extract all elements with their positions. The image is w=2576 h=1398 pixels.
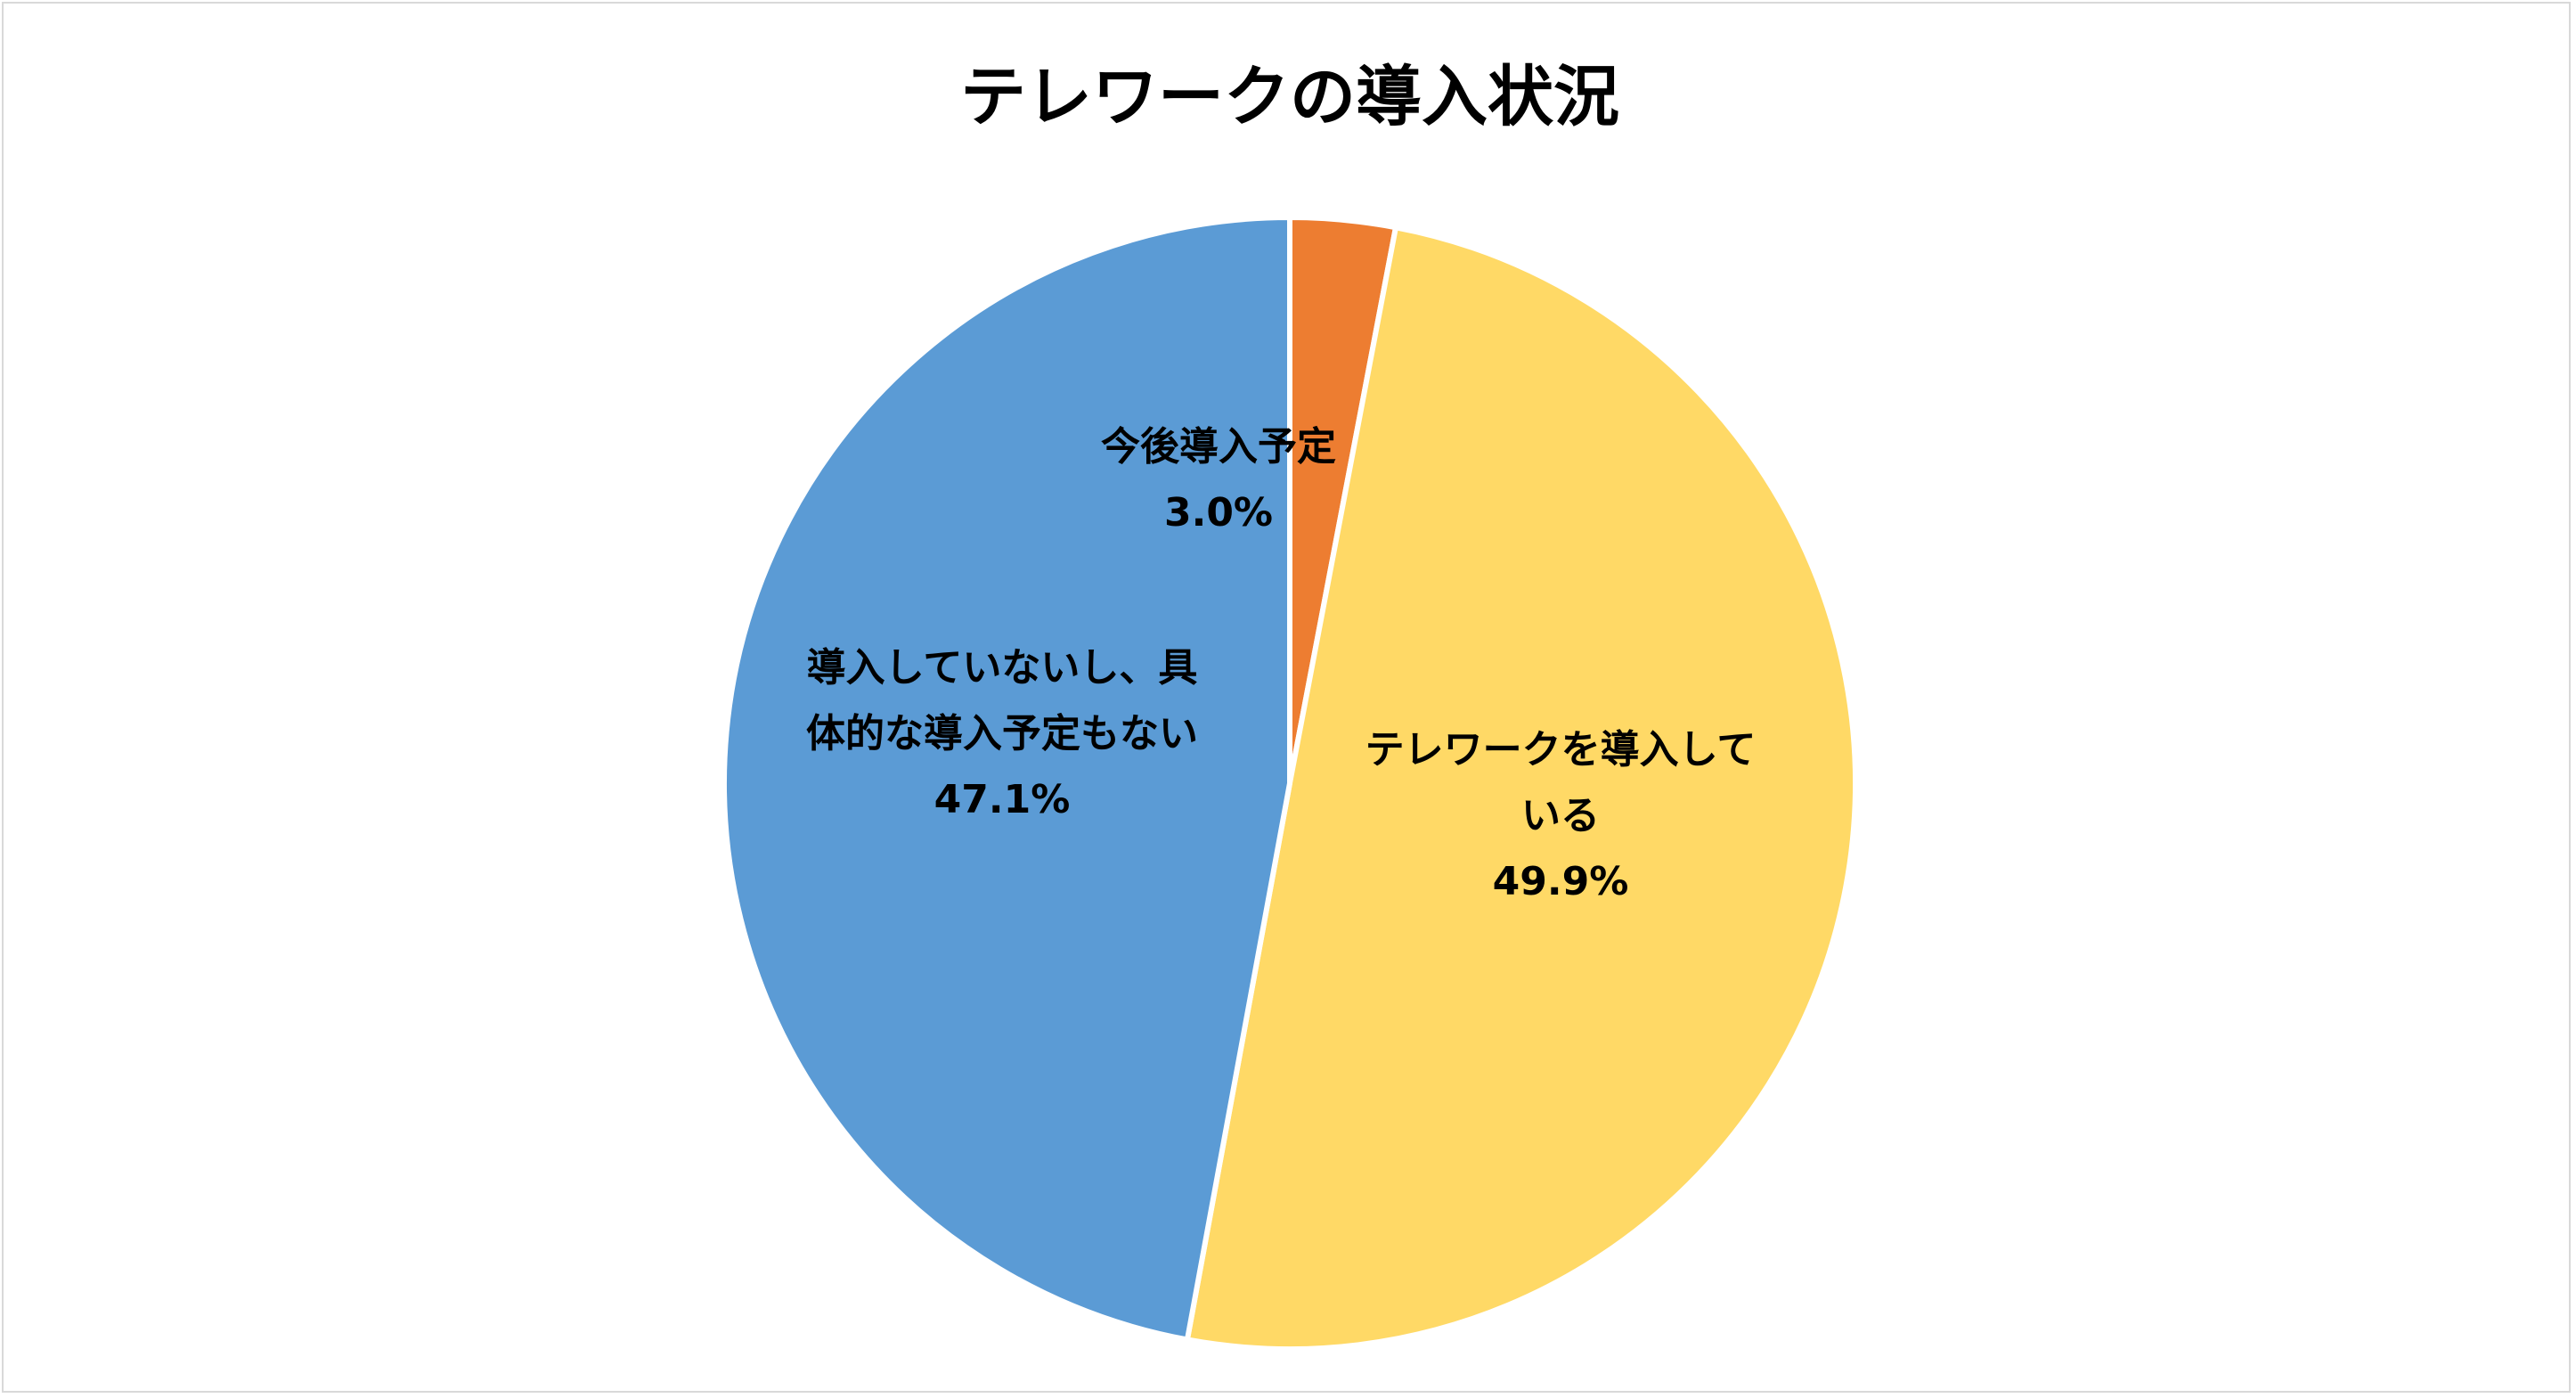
slice-category-label: 体的な導入予定もない — [806, 711, 1198, 756]
slice-value-label: 3.0% — [1164, 490, 1273, 535]
slice-implemented — [1184, 225, 1859, 1353]
chart-title: テレワークの導入状況 — [960, 59, 1619, 135]
pie-slices — [721, 215, 1859, 1353]
slice-category-label: 今後導入予定 — [1101, 424, 1336, 470]
slice-planned-label: 今後導入予定 3.0% — [1101, 424, 1336, 535]
slice-category-label: テレワークを導入して — [1365, 727, 1757, 773]
slice-not-implemented — [721, 215, 1292, 1343]
pie-labels: 今後導入予定 3.0% テレワークを導入している 49.9% 導入していないし、具体的な… — [806, 424, 1756, 904]
slice-category-label: いる — [1521, 793, 1600, 838]
pie-chart: テレワークの導入状況 今後導入予定 3.0% テレワークを導入している 49.9% 導入… — [721, 59, 1859, 1353]
slice-not-implemented-label: 導入していないし、具体的な導入予定もない 47.1% — [806, 645, 1198, 822]
slice-implemented-label: テレワークを導入している 49.9% — [1365, 727, 1757, 904]
slice-value-label: 49.9% — [1493, 859, 1629, 904]
slice-category-label: 導入していないし、具 — [807, 645, 1198, 691]
slice-value-label: 47.1% — [934, 777, 1071, 822]
